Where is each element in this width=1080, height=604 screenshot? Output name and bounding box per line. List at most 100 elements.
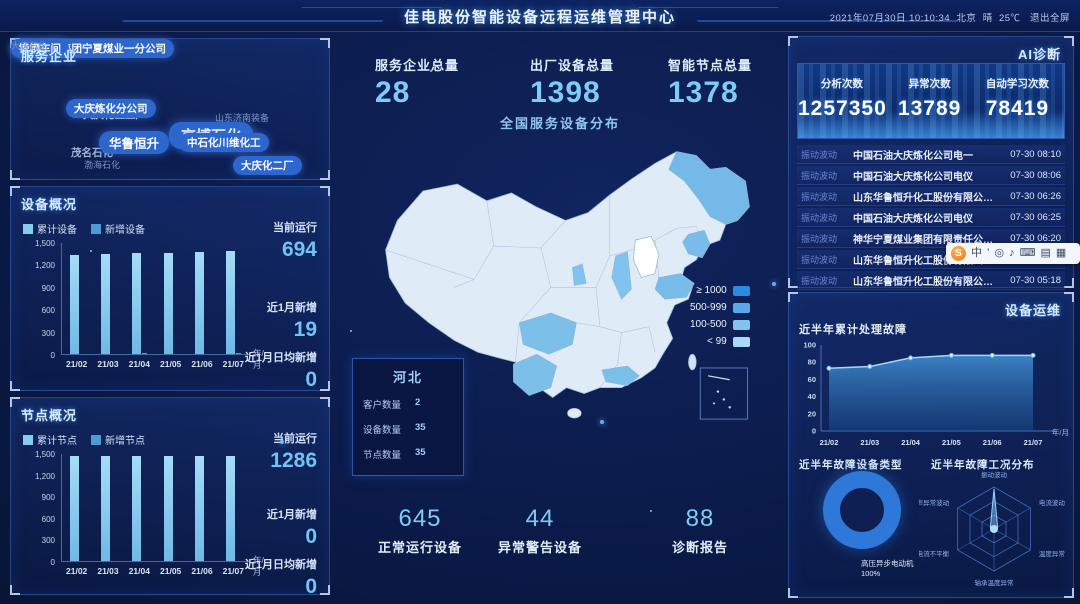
svg-text:噪声异常波动: 噪声异常波动: [919, 498, 950, 507]
device-kpi-running: 当前运行 694: [273, 222, 317, 261]
stat-diagnosis-reports: 88 诊断报告: [671, 505, 728, 555]
bar[interactable]: [70, 254, 80, 354]
legend-swatch-new: [91, 435, 101, 445]
legend-swatch-cumulative: [23, 435, 33, 445]
alert-row[interactable]: 振动波动 中国石油大庆炼化公司电仪 07-30 08:06: [797, 166, 1065, 185]
y-tick-label: 900: [41, 283, 55, 293]
y-tick-label: 0: [50, 558, 55, 567]
bar-group[interactable]: [132, 454, 147, 561]
temperature: 25℃: [998, 13, 1021, 24]
enterprise-tag[interactable]: 大庆炼化分公司: [66, 99, 156, 118]
country-outline: [385, 151, 750, 398]
bar-group[interactable]: [163, 243, 179, 354]
node-bar-chart[interactable]: 0 300 600 900 1,200 1,500 21/02 21/03 21/04 21/0…: [25, 450, 264, 582]
device-bar-chart[interactable]: 0 300 600 900 1,200 1,500 21/02 21/03 21/04 21/0…: [25, 239, 264, 373]
svg-text:电流波动: 电流波动: [1039, 498, 1066, 507]
china-map[interactable]: [358, 130, 773, 425]
svg-text:年/月: 年/月: [1052, 427, 1069, 437]
svg-text:0: 0: [812, 427, 816, 436]
bar-group[interactable]: [163, 454, 179, 561]
bar[interactable]: [142, 353, 148, 354]
y-tick-label: 1,200: [34, 471, 55, 481]
bar[interactable]: [101, 254, 111, 354]
node-kpi-daily-new: 近1月日均新增 0: [244, 559, 317, 598]
y-tick-label: 600: [41, 514, 55, 524]
bar[interactable]: [101, 455, 111, 561]
bar-group[interactable]: [132, 243, 148, 354]
stat-warning-devices: 44 异常警告设备: [497, 505, 582, 555]
panel-equipment-ops: 设备运维 近半年累计处理故障 0 20 40 60 80 100 21/02 21/03 21/…: [788, 292, 1074, 598]
legend-label: 累计节点: [37, 436, 77, 447]
svg-text:80: 80: [808, 358, 816, 367]
enterprise-tag[interactable]: 山东济南装备: [215, 113, 270, 123]
fault-type-donut[interactable]: [823, 471, 901, 549]
enterprise-tag[interactable]: 中石化川维化工: [179, 133, 269, 152]
bar[interactable]: [194, 251, 204, 354]
enterprise-tag[interactable]: 渤海石化: [84, 160, 121, 170]
chinese-mode-icon[interactable]: 中: [971, 247, 982, 259]
bar-group[interactable]: [101, 243, 116, 354]
fault-line-chart[interactable]: 0 20 40 60 80 100 21/02 21/03 21/04 21/05 21/06 21/…: [793, 335, 1073, 453]
bar[interactable]: [70, 455, 80, 561]
svg-text:21/02: 21/02: [820, 438, 839, 447]
bar[interactable]: [235, 352, 241, 354]
weather: 晴: [982, 13, 993, 24]
bar[interactable]: [163, 252, 173, 354]
sogou-logo-icon[interactable]: S: [951, 246, 966, 261]
bar-group[interactable]: [194, 454, 210, 561]
bar[interactable]: [163, 455, 173, 561]
bar[interactable]: [132, 253, 142, 354]
enterprise-tag[interactable]: 大庆石化: [11, 41, 48, 51]
bar-group[interactable]: [194, 243, 210, 354]
svg-text:100: 100: [803, 341, 816, 350]
ime-toolbar[interactable]: S 中 ’ ◎ ♪ ⌨ ▤ ▦: [946, 243, 1080, 264]
bar-group[interactable]: [70, 454, 85, 561]
x-tick-label: 21/07: [222, 566, 244, 576]
x-tick-label: 21/03: [97, 359, 119, 369]
alert-row[interactable]: 振动波动 山东华鲁恒升化工股份有限公司气化 07-30 06:26: [797, 187, 1065, 206]
toolbox-icon[interactable]: ▦: [1055, 247, 1067, 259]
x-tick-label: 21/06: [191, 359, 213, 369]
bar-group[interactable]: [225, 243, 241, 354]
panel-title-ops: 设备运维: [1004, 303, 1061, 318]
exit-fullscreen-button[interactable]: 退出全屏: [1029, 13, 1070, 24]
svg-text:轴承温度异常: 轴承温度异常: [975, 578, 1014, 587]
emoji-icon[interactable]: ◎: [994, 247, 1005, 259]
stat-total-enterprises: 服务企业总量 28: [375, 58, 460, 109]
y-tick-label: 600: [41, 306, 55, 316]
alert-row[interactable]: 振动波动 中国石油大庆炼化公司电仪 07-30 06:25: [797, 208, 1065, 227]
svg-text:温度异常: 温度异常: [1039, 549, 1065, 558]
mic-icon[interactable]: ♪: [1009, 247, 1015, 259]
x-tick-label: 21/05: [160, 566, 182, 576]
bar[interactable]: [225, 455, 235, 561]
x-tick-label: 21/02: [66, 566, 88, 576]
bar-group[interactable]: [70, 243, 85, 354]
radar-chart-title: 近半年故障工况分布: [931, 459, 1035, 471]
bar[interactable]: [225, 251, 235, 354]
alert-row[interactable]: 振动波动 山东华鲁恒升化工股份有限公司输煤 07-30 05:18: [797, 271, 1065, 290]
svg-text:40: 40: [808, 392, 816, 401]
panel-service-enterprises: 大庆化工三厂 大庆炼化分公司 京博石化 山东济南装备 中石化川维化工 茂名石化 …: [10, 38, 330, 180]
datetime: 2021年07月30日 10:10:34: [829, 13, 951, 24]
svg-text:20: 20: [808, 409, 816, 418]
enterprise-tag[interactable]: 大庆化二厂: [233, 156, 302, 175]
enterprise-tag[interactable]: 华鲁恒升: [99, 131, 170, 154]
x-tick-label: 21/06: [191, 566, 213, 576]
punctuation-icon[interactable]: ’: [987, 247, 990, 259]
enterprise-tag[interactable]: 锻钢车间: [11, 39, 69, 58]
bar[interactable]: [194, 455, 204, 561]
stat-normal-devices: 645 正常运行设备: [377, 505, 462, 555]
hainan: [567, 407, 582, 419]
bar[interactable]: [132, 455, 142, 561]
x-tick-label: 21/05: [160, 359, 182, 369]
keyboard-icon[interactable]: ⌨: [1019, 247, 1036, 259]
bar-group[interactable]: [225, 454, 241, 561]
x-tick-label: 21/04: [128, 566, 150, 576]
skin-icon[interactable]: ▤: [1040, 247, 1051, 259]
svg-text:振动波动: 振动波动: [981, 470, 1008, 479]
bar-group[interactable]: [101, 454, 116, 561]
y-tick-label: 300: [41, 328, 55, 338]
alert-row[interactable]: 振动波动 中国石油大庆炼化公司电一 07-30 08:10: [797, 145, 1065, 164]
